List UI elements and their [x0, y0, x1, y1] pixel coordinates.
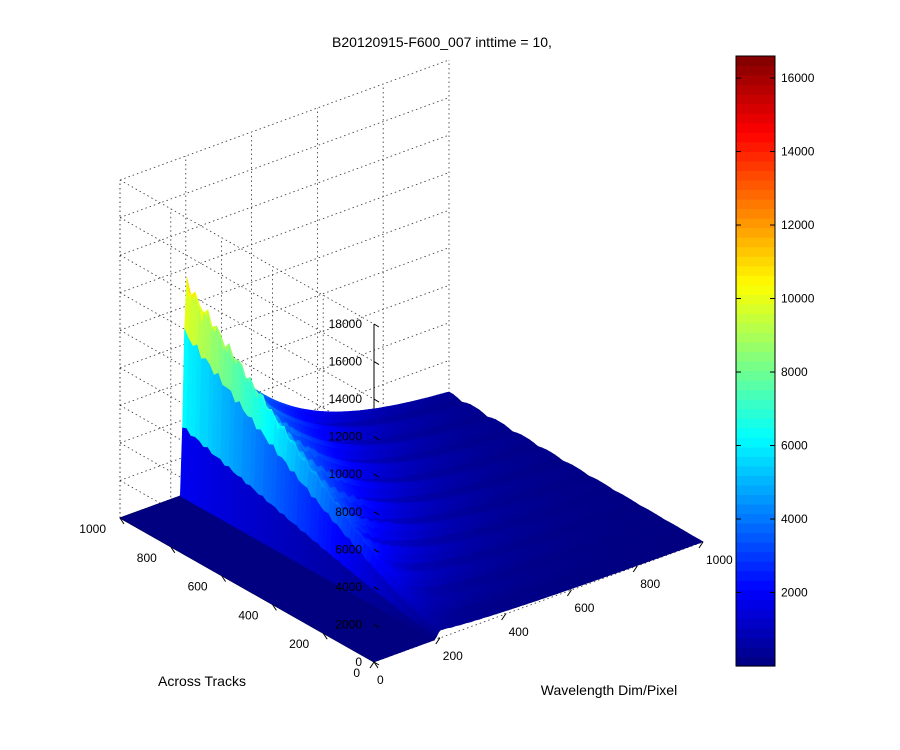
grid-line: [119, 172, 450, 294]
grid-line: [119, 97, 450, 218]
grid-line: [119, 247, 450, 369]
grid-line: [119, 134, 450, 256]
grid-line: [119, 209, 450, 331]
grid-line: [119, 59, 450, 181]
chart-title: B20120915-F600_007 inttime = 10,: [332, 34, 552, 50]
grid-line: [119, 179, 375, 325]
grid-line: [119, 217, 375, 362]
surface-plot: [119, 277, 704, 663]
grid-line: [119, 254, 375, 400]
grid-line: [119, 284, 450, 406]
